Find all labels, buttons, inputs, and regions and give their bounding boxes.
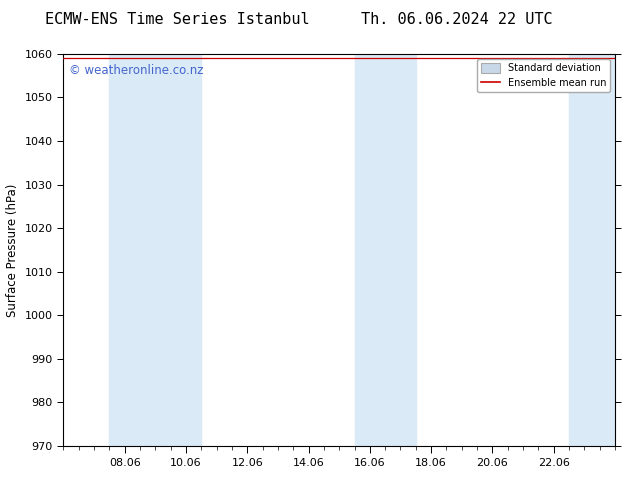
Text: ECMW-ENS Time Series Istanbul: ECMW-ENS Time Series Istanbul (45, 12, 310, 27)
Legend: Standard deviation, Ensemble mean run: Standard deviation, Ensemble mean run (477, 59, 610, 92)
Bar (110, 54, 202, 446)
Bar (354, 54, 416, 446)
Bar (569, 54, 615, 446)
Text: Th. 06.06.2024 22 UTC: Th. 06.06.2024 22 UTC (361, 12, 552, 27)
Text: © weatheronline.co.nz: © weatheronline.co.nz (69, 64, 204, 77)
Y-axis label: Surface Pressure (hPa): Surface Pressure (hPa) (6, 183, 19, 317)
